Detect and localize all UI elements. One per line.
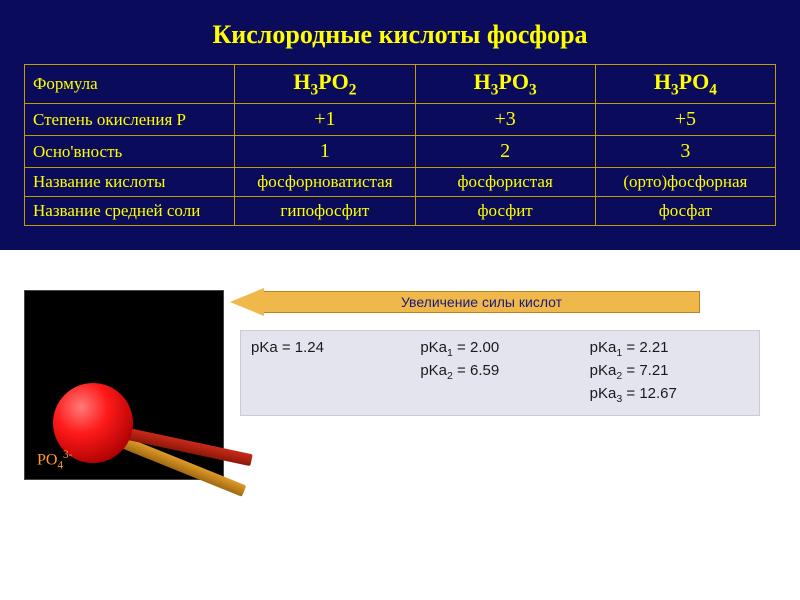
pka-value: pKa2 = 7.21 xyxy=(590,362,749,382)
pka-value: pKa2 = 6.59 xyxy=(420,362,579,382)
acid-name-1: фосфористая xyxy=(415,168,595,197)
acid-name-2: (орто)фосфорная xyxy=(595,168,775,197)
oxidation-2: +5 xyxy=(595,104,775,136)
pka-value: pKa1 = 2.21 xyxy=(590,339,749,359)
slide-title: Кислородные кислоты фосфора xyxy=(24,20,776,50)
salt-name-0: гипофосфит xyxy=(235,197,415,226)
pka-column-1: pKa1 = 2.00 pKa2 = 6.59 xyxy=(420,339,579,405)
pka-value: pKa3 = 12.67 xyxy=(590,385,749,405)
pka-column-0: pKa = 1.24 xyxy=(251,339,410,405)
formula-1: H3PO3 xyxy=(415,65,595,104)
salt-name-2: фосфат xyxy=(595,197,775,226)
row-label-acid-name: Название кислоты xyxy=(25,168,235,197)
acid-name-0: фосфорноватистая xyxy=(235,168,415,197)
basicity-2: 3 xyxy=(595,136,775,168)
basicity-1: 2 xyxy=(415,136,595,168)
formula-2: H3PO4 xyxy=(595,65,775,104)
basicity-0: 1 xyxy=(235,136,415,168)
pka-panel: pKa = 1.24 pKa1 = 2.00 pKa2 = 6.59 pKa1 … xyxy=(240,330,760,416)
arrow-left-icon xyxy=(230,288,264,316)
pka-column-2: pKa1 = 2.21 pKa2 = 7.21 pKa3 = 12.67 xyxy=(590,339,749,405)
lower-panel: PO43- Увеличение силы кислот pKa = 1.24 … xyxy=(0,250,800,570)
molecule-label: PO43- xyxy=(37,449,72,472)
arrow-label: Увеличение силы кислот xyxy=(264,291,700,313)
row-label-basicity: Осно'вность xyxy=(25,136,235,168)
acids-table: Формула H3PO2 H3PO3 H3PO4 Степень окисле… xyxy=(24,64,776,226)
row-label-salt-name: Название средней соли xyxy=(25,197,235,226)
molecule-thumbnail: PO43- xyxy=(24,290,224,480)
row-label-formula: Формула xyxy=(25,65,235,104)
row-label-oxidation: Степень окисления Р xyxy=(25,104,235,136)
pka-value: pKa = 1.24 xyxy=(251,339,410,356)
oxidation-1: +3 xyxy=(415,104,595,136)
oxidation-0: +1 xyxy=(235,104,415,136)
slide-header-panel: Кислородные кислоты фосфора Формула H3PO… xyxy=(0,0,800,250)
formula-0: H3PO2 xyxy=(235,65,415,104)
salt-name-1: фосфит xyxy=(415,197,595,226)
pka-value: pKa1 = 2.00 xyxy=(420,339,579,359)
strength-arrow: Увеличение силы кислот xyxy=(230,288,700,316)
